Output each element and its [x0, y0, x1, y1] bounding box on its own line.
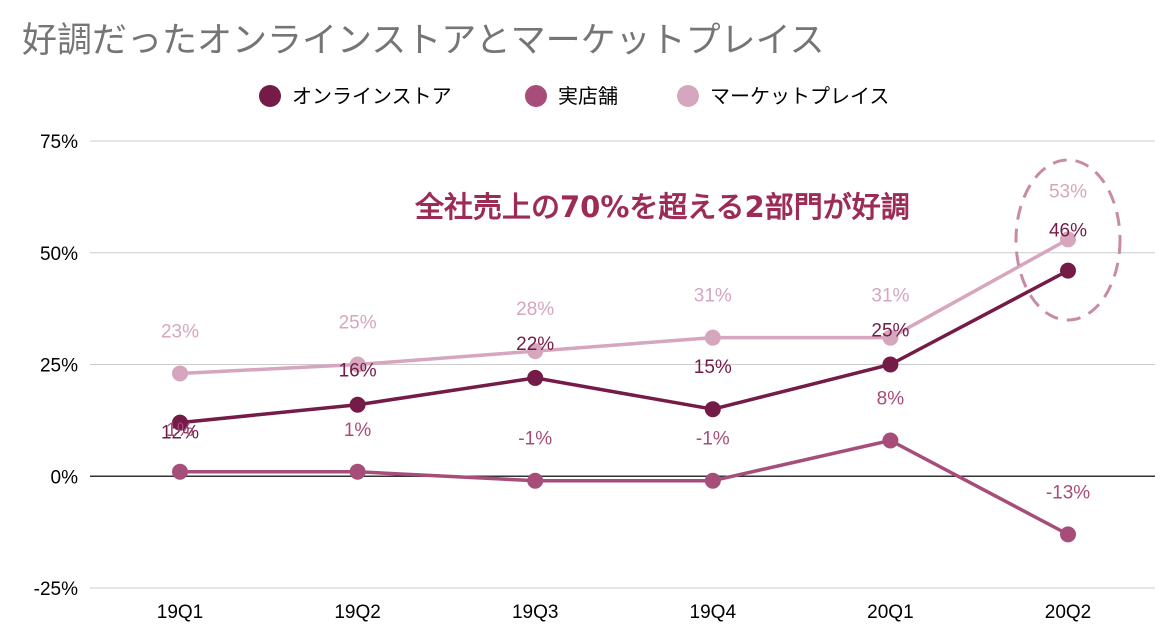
x-tick-label: 19Q4	[690, 602, 737, 623]
data-label: -13%	[1046, 482, 1090, 503]
y-tick-label: -25%	[34, 579, 78, 600]
legend-marker	[677, 85, 699, 107]
series-lines	[172, 231, 1076, 543]
data-label: 8%	[877, 388, 905, 409]
legend-marker	[259, 85, 281, 107]
data-label: 25%	[871, 321, 909, 342]
data-label: 31%	[694, 286, 732, 307]
data-point	[349, 463, 366, 480]
data-label: 28%	[516, 299, 554, 320]
data-label: 22%	[516, 334, 554, 355]
data-label: 1%	[166, 420, 194, 441]
x-tick-label: 19Q1	[157, 602, 203, 623]
y-tick-label: 25%	[40, 356, 78, 377]
chart-title: 好調だったオンラインストアとマーケットプレイス	[22, 21, 825, 61]
data-label: 25%	[339, 313, 377, 334]
series-line	[179, 269, 1069, 425]
y-tick-label: 0%	[51, 467, 79, 488]
data-point	[1060, 526, 1076, 543]
data-point	[172, 463, 188, 480]
x-tick-label: 20Q2	[1045, 602, 1091, 623]
data-label: 53%	[1049, 181, 1087, 202]
x-tick-label: 19Q3	[512, 602, 558, 623]
legend-label: マーケットプレイス	[710, 84, 889, 108]
highlight-ellipse	[1014, 158, 1122, 322]
data-point	[172, 365, 188, 382]
data-point	[527, 369, 544, 386]
data-label: 31%	[871, 286, 909, 307]
data-label: -1%	[518, 429, 552, 450]
series-line	[180, 438, 1069, 536]
data-point	[1060, 262, 1076, 279]
legend-label: 実店舗	[558, 84, 618, 108]
x-tick-label: 19Q2	[334, 602, 380, 623]
data-label: 12%	[161, 423, 199, 444]
data-point	[1060, 231, 1076, 248]
data-point	[172, 414, 188, 431]
data-label: 46%	[1049, 221, 1087, 242]
annotation-text: 全社売上の70%を超える2部門が好調	[414, 190, 910, 224]
data-label: 23%	[161, 321, 199, 342]
data-point	[882, 432, 899, 449]
data-label: 1%	[344, 420, 372, 441]
data-labels: 12% 16% 22% 15% 25% 46% 1% 1% -1% -1% 8% -13% 23% 25%…	[161, 181, 1090, 503]
data-point	[527, 472, 544, 489]
y-tick-label: 50%	[40, 244, 78, 265]
x-tick-label: 20Q1	[867, 602, 913, 623]
data-point	[704, 401, 721, 418]
highlight-ellipse	[1014, 158, 1122, 322]
data-point	[704, 329, 721, 346]
x-axis: 19Q1 19Q2 19Q3 19Q4 20Q1 20Q2	[157, 602, 1091, 623]
data-point	[882, 329, 899, 346]
legend-marker	[525, 85, 547, 107]
data-label: 15%	[694, 357, 732, 378]
data-label: 16%	[339, 361, 377, 382]
data-point	[349, 396, 366, 413]
data-point	[882, 356, 899, 373]
y-tick-label: 75%	[40, 132, 78, 153]
series-line	[179, 237, 1069, 376]
data-label: -1%	[696, 429, 730, 450]
y-axis: 75% 50% 25% 0% -25%	[34, 132, 78, 600]
data-point	[349, 356, 366, 373]
legend: オンラインストア 実店舗 マーケットプレイス	[259, 84, 889, 108]
legend-label: オンラインストア	[292, 84, 452, 108]
data-point	[704, 472, 721, 489]
gridlines	[90, 140, 1155, 589]
data-point	[527, 343, 544, 360]
